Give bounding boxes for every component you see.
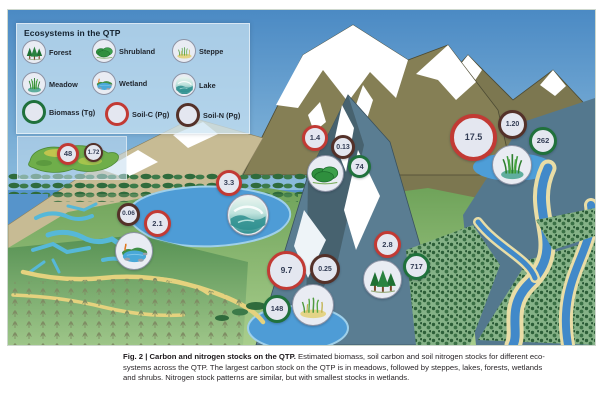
steppe-icon (172, 39, 196, 63)
shrubland-biomass-circle: 74 (348, 155, 371, 178)
legend-item-soil-c: Soil-C (Pg) (105, 102, 169, 126)
caption-line-1: Fig. 2 | Carbon and nitrogen stocks on t… (123, 352, 591, 363)
steppe-soil-c-value: 9.7 (280, 265, 293, 276)
wetland-soil-c-value: 2.1 (152, 218, 163, 228)
meadow-soil-c-circle: 17.5 (450, 114, 497, 161)
shrubland-soil-n-circle: 0.13 (331, 135, 355, 159)
wetland-soil-c-circle: 2.1 (144, 210, 171, 237)
shrubland-map-icon (307, 155, 344, 192)
inset-soil-n-value: 1.72 (87, 149, 100, 156)
steppe-soil-n-circle: 0.25 (310, 254, 340, 284)
forest-soil-c-value: 2.8 (382, 239, 393, 249)
legend-label-soil-c: Soil-C (Pg) (132, 109, 170, 119)
lake-map-icon (227, 194, 269, 236)
legend-label-wetland: Wetland (119, 78, 148, 88)
meadow-map-icon (492, 145, 532, 185)
legend-item-forest: Forest (22, 40, 71, 64)
lake-soil-c-value: 3.3 (223, 178, 235, 188)
legend-label-steppe: Steppe (199, 46, 224, 56)
meadow-soil-n-circle: 1.20 (498, 110, 527, 139)
legend-label-lake: Lake (199, 80, 216, 90)
figure-caption: Fig. 2 | Carbon and nitrogen stocks on t… (123, 352, 591, 384)
shrubland-biomass-value: 74 (355, 161, 364, 171)
inset-soil-c-circle: 48 (57, 143, 79, 165)
legend-item-shrubland: Shrubland (92, 39, 155, 63)
caption-line-2: systems across the QTP. The largest carb… (123, 362, 543, 372)
inset-soil-n-circle: 1.72 (84, 143, 103, 162)
steppe-soil-n-value: 0.25 (318, 265, 332, 273)
legend-label-biomass: Biomass (Tg) (49, 107, 96, 117)
forest-biomass-value: 717 (410, 261, 423, 271)
inset-soil-c-value: 48 (63, 149, 73, 159)
meadow-biomass-value: 262 (536, 136, 550, 146)
legend-box: Ecosystems in the QTP Forest Shrubland S… (16, 23, 250, 134)
steppe-biomass-value: 148 (270, 304, 284, 314)
meadow-soil-n-value: 1.20 (505, 121, 520, 128)
meadow-biomass-circle: 262 (529, 127, 557, 155)
shrubland-icon (92, 39, 116, 63)
wetland-soil-n-value: 0.06 (122, 210, 135, 218)
shrubland-soil-c-circle: 1.4 (302, 125, 328, 151)
forest-map-icon (363, 260, 402, 299)
legend-item-biomass: Biomass (Tg) (22, 100, 95, 124)
shrubland-soil-n-value: 0.13 (336, 143, 350, 151)
lake-icon (172, 73, 196, 97)
legend-label-meadow: Meadow (49, 79, 78, 89)
wetland-icon (92, 71, 116, 95)
legend-label-shrubland: Shrubland (119, 46, 156, 56)
shrubland-soil-c-value: 1.4 (309, 133, 321, 143)
legend-item-meadow: Meadow (22, 72, 78, 96)
soil-n-ring-icon (176, 103, 200, 127)
wetland-soil-n-circle: 0.06 (117, 203, 140, 226)
steppe-soil-c-circle: 9.7 (267, 251, 306, 290)
caption-title: Fig. 2 | Carbon and nitrogen stocks on t… (123, 352, 296, 361)
wetland-map-icon (115, 232, 153, 270)
caption-line-1-text: Estimated biomass, soil carbon and soil … (295, 352, 545, 361)
steppe-map-icon (292, 284, 334, 326)
meadow-icon (22, 72, 46, 96)
legend-item-steppe: Steppe (172, 39, 223, 63)
biomass-ring-icon (22, 100, 46, 124)
legend-label-forest: Forest (49, 47, 72, 57)
soil-c-ring-icon (105, 102, 129, 126)
meadow-soil-c-value: 17.5 (464, 132, 483, 142)
legend-title: Ecosystems in the QTP (24, 28, 121, 38)
steppe-biomass-circle: 148 (263, 295, 291, 323)
lake-soil-c-circle: 3.3 (216, 170, 242, 196)
caption-line-3: and shrubs. Nitrogen stock patterns are … (123, 373, 410, 383)
forest-soil-c-circle: 2.8 (374, 231, 401, 258)
forest-biomass-circle: 717 (403, 253, 430, 280)
legend-item-lake: Lake (172, 73, 216, 97)
legend-item-wetland: Wetland (92, 71, 147, 95)
legend-label-soil-n: Soil-N (Pg) (203, 110, 241, 120)
legend-item-soil-n: Soil-N (Pg) (176, 103, 240, 127)
forest-icon (22, 40, 46, 64)
